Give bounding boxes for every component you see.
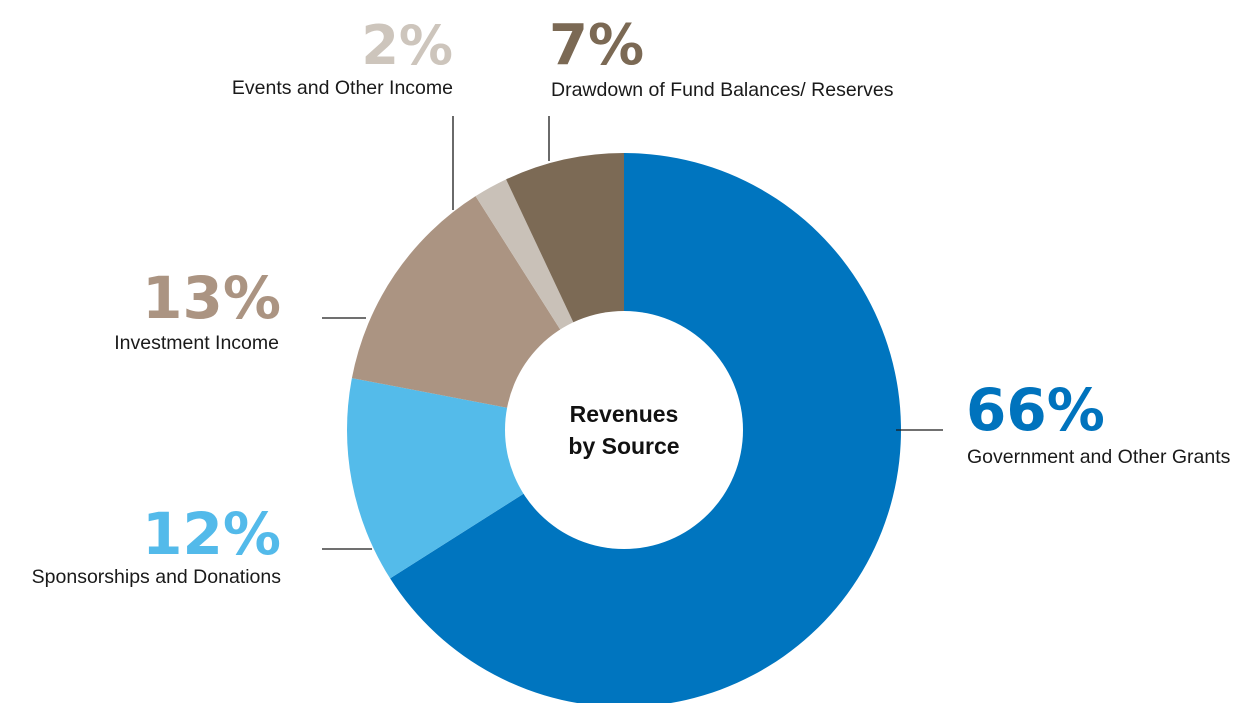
chart-title-line-1: Revenues (570, 401, 679, 427)
leader-lines (322, 116, 943, 550)
category-label-drawdown-of-fund-balances-reserves: Drawdown of Fund Balances/ Reserves (551, 79, 894, 101)
slice-labels: 66%Government and Other Grants 12%Sponsor… (32, 13, 1231, 588)
category-label-investment-income: Investment Income (114, 332, 279, 354)
data-label-sponsorships-and-donations: 12% (142, 500, 281, 568)
category-label-sponsorships-and-donations: Sponsorships and Donations (32, 566, 282, 588)
data-label-government-and-other-grants: 66% (966, 376, 1105, 444)
category-label-events-and-other-income: Events and Other Income (232, 77, 453, 99)
data-label-drawdown-of-fund-balances-reserves: 7% (549, 13, 644, 78)
data-label-events-and-other-income: 2% (361, 14, 453, 77)
chart-title-line-2: by Source (568, 433, 679, 459)
donut-hole (505, 311, 743, 549)
category-label-government-and-other-grants: Government and Other Grants (967, 446, 1231, 468)
data-label-investment-income: 13% (142, 264, 281, 332)
